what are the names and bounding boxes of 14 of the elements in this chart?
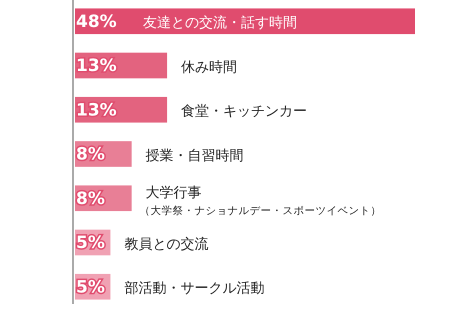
- data-label: 8%: [76, 188, 105, 209]
- data-label: 13%: [76, 100, 117, 120]
- y-tick-label: 教員との交流: [124, 236, 208, 252]
- data-label: 8%: [76, 144, 105, 165]
- y-tick-label: 友達との交流・話す時間: [143, 15, 297, 32]
- y-tick-label: 食堂・キッチンカー: [181, 104, 308, 120]
- y-tick-label: 授業・自習時間: [146, 148, 244, 164]
- data-label: 5%: [76, 277, 105, 298]
- y-tick-label: 部活動・サークル活動: [124, 280, 264, 297]
- data-label: 48%: [76, 12, 117, 32]
- data-label: 13%: [76, 56, 117, 76]
- y-tick-label: 休み時間: [181, 59, 238, 76]
- data-label: 5%: [76, 233, 105, 254]
- y-tick-label: 大学行事（大学祭・ナショナルデー・スポーツイベント）: [140, 185, 382, 218]
